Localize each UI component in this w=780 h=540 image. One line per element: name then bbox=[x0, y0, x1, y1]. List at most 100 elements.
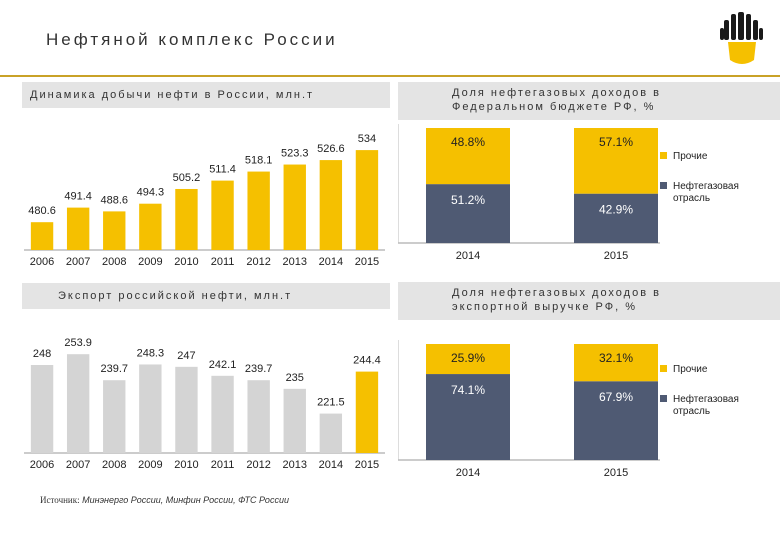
bar-2012 bbox=[247, 171, 270, 250]
tick-label: 2012 bbox=[246, 256, 270, 268]
bar-2011 bbox=[211, 180, 234, 250]
segment-label: 42.9% bbox=[599, 203, 633, 217]
segment-label: 57.1% bbox=[599, 135, 633, 149]
bar-2015 bbox=[355, 150, 379, 250]
bar-2010 bbox=[175, 188, 198, 250]
tick-label: 2008 bbox=[102, 459, 126, 471]
tick-label: 2013 bbox=[283, 459, 307, 471]
data-label: 526.6 bbox=[317, 143, 345, 155]
bar-2009 bbox=[139, 203, 162, 250]
data-label: 248.3 bbox=[137, 347, 165, 359]
data-label: 523.3 bbox=[281, 148, 309, 160]
data-label: 488.6 bbox=[100, 194, 128, 206]
data-label: 235 bbox=[286, 372, 304, 384]
tick-label: 2014 bbox=[456, 467, 480, 479]
tick-label: 2013 bbox=[283, 256, 307, 268]
bar-2012 bbox=[247, 380, 270, 453]
data-label: 491.4 bbox=[64, 191, 92, 203]
tick-label: 2006 bbox=[30, 256, 54, 268]
budget-share-chart: 51.2% 48.8% 2014 42.9% 57.1% 2015 Прочие Нефтег… bbox=[398, 124, 739, 262]
tick-label: 2009 bbox=[138, 459, 162, 471]
data-label: 242.1 bbox=[209, 359, 237, 371]
bar-2014 bbox=[319, 413, 343, 453]
segment-2014-1 bbox=[426, 344, 510, 375]
tick-label: 2014 bbox=[319, 256, 343, 268]
bar-2014 bbox=[319, 160, 343, 250]
tick-label: 2010 bbox=[174, 459, 198, 471]
data-label: 253.9 bbox=[64, 337, 92, 349]
bar-2007 bbox=[66, 207, 90, 250]
segment-2015-0 bbox=[574, 193, 658, 243]
export-chart: 248 2006 253.9 2007 239.7 2008 248.3 2009 247 201… bbox=[24, 337, 385, 471]
segment-label: 67.9% bbox=[599, 390, 633, 404]
export-share-chart: 74.1% 25.9% 2014 67.9% 32.1% 2015 Прочие Нефтег… bbox=[398, 340, 739, 479]
source-note: Источник: Минэнерго России, Минфин Росси… bbox=[40, 495, 289, 505]
segment-label: 51.2% bbox=[451, 193, 485, 207]
tick-label: 2015 bbox=[604, 250, 628, 262]
data-label: 239.7 bbox=[100, 363, 128, 375]
tick-label: 2015 bbox=[355, 459, 379, 471]
segment-2015-1 bbox=[574, 344, 658, 382]
tick-label: 2014 bbox=[456, 250, 480, 262]
data-label: 221.5 bbox=[317, 397, 345, 409]
data-label: 239.7 bbox=[245, 363, 273, 375]
data-label: 534 bbox=[358, 133, 376, 145]
tick-label: 2006 bbox=[30, 459, 54, 471]
tick-label: 2011 bbox=[211, 459, 235, 471]
legend-swatch bbox=[660, 182, 667, 189]
bar-2013 bbox=[283, 164, 306, 250]
data-label: 505.2 bbox=[173, 172, 201, 184]
data-label: 244.4 bbox=[353, 355, 381, 367]
segment-2014-0 bbox=[426, 184, 510, 243]
data-label: 248 bbox=[33, 348, 51, 360]
segment-label: 74.1% bbox=[451, 383, 485, 397]
export-share-chart-title-band bbox=[398, 282, 780, 320]
tick-label: 2014 bbox=[319, 459, 343, 471]
bar-2007 bbox=[66, 354, 90, 453]
data-label: 480.6 bbox=[28, 205, 56, 217]
segment-label: 25.9% bbox=[451, 351, 485, 365]
source-label: Источник: bbox=[40, 495, 80, 505]
budget-chart-title-band bbox=[398, 82, 780, 120]
tick-label: 2015 bbox=[604, 467, 628, 479]
legend-label: Нефтегазовая отрасль bbox=[673, 180, 739, 204]
tick-label: 2007 bbox=[66, 256, 90, 268]
export-chart-title-band bbox=[22, 283, 390, 309]
tick-label: 2012 bbox=[246, 459, 270, 471]
tick-label: 2009 bbox=[138, 256, 162, 268]
data-label: 511.4 bbox=[209, 164, 236, 176]
production-chart: 480.6 2006 491.4 2007 488.6 2008 494.3 2009 505.… bbox=[24, 133, 385, 268]
bar-2008 bbox=[103, 380, 126, 453]
segment-2015-0 bbox=[574, 381, 658, 460]
segment-label: 48.8% bbox=[451, 135, 485, 149]
bar-2009 bbox=[139, 364, 162, 453]
legend-label: Прочие bbox=[673, 364, 708, 375]
segment-2014-1 bbox=[426, 128, 510, 185]
company-logo-icon bbox=[720, 12, 763, 64]
bar-2011 bbox=[211, 375, 234, 453]
data-label: 518.1 bbox=[245, 155, 273, 167]
bar-2015 bbox=[355, 371, 379, 453]
legend-swatch bbox=[660, 152, 667, 159]
bar-2006 bbox=[30, 365, 54, 453]
tick-label: 2008 bbox=[102, 256, 126, 268]
page-title: Нефтяной комплекс России bbox=[46, 30, 338, 49]
segment-2015-1 bbox=[574, 128, 658, 194]
bar-2013 bbox=[283, 388, 306, 453]
tick-label: 2011 bbox=[211, 256, 235, 268]
legend-label: Прочие bbox=[673, 151, 708, 162]
tick-label: 2015 bbox=[355, 256, 379, 268]
legend-swatch bbox=[660, 395, 667, 402]
data-label: 247 bbox=[177, 350, 195, 362]
tick-label: 2010 bbox=[174, 256, 198, 268]
production-chart-title-band bbox=[22, 82, 390, 108]
legend-swatch bbox=[660, 365, 667, 372]
header-divider bbox=[0, 75, 780, 77]
data-label: 494.3 bbox=[137, 187, 165, 199]
source-text: Минэнерго России, Минфин России, ФТС Рос… bbox=[82, 495, 289, 505]
export-share-chart-title: Доля нефтегазовых доходов в экспортной в… bbox=[452, 287, 661, 313]
tick-label: 2007 bbox=[66, 459, 90, 471]
export-chart-title: Экспорт российской нефти, млн.т bbox=[58, 290, 293, 302]
segment-2014-0 bbox=[426, 374, 510, 460]
bar-2010 bbox=[175, 366, 198, 453]
